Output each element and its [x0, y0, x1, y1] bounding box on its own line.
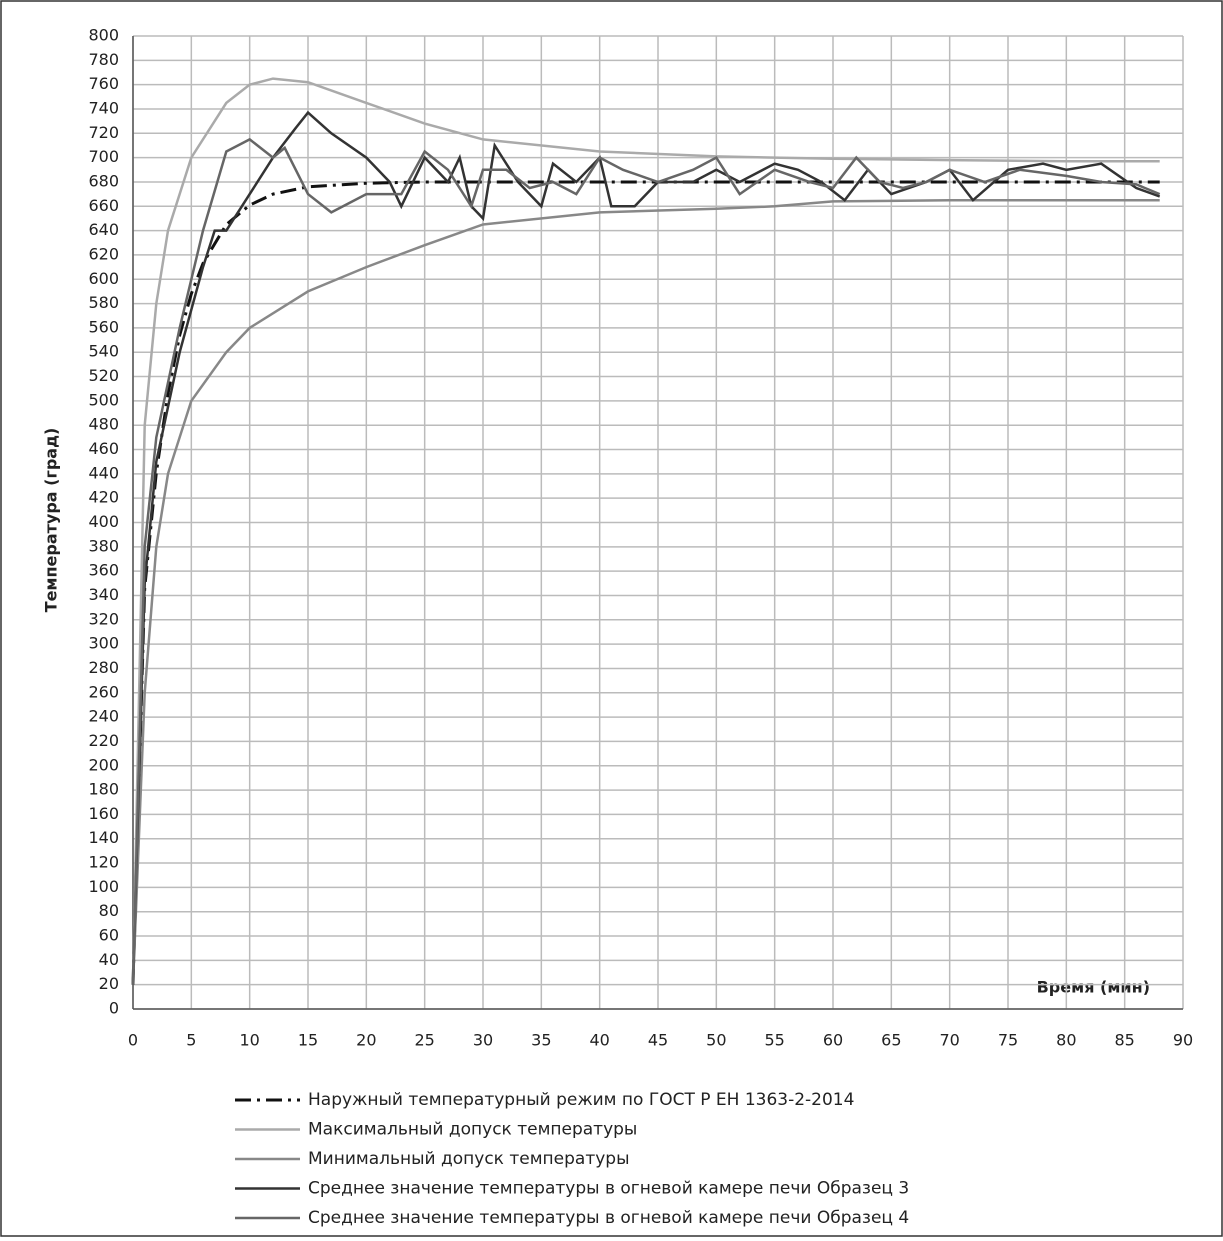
y-tick-label: 480 [88, 415, 119, 434]
series-line [131, 77, 1160, 985]
x-tick-label: 0 [128, 1031, 138, 1050]
legend-label: Минимальный допуск температуры [308, 1149, 630, 1169]
y-tick-label: 360 [88, 561, 119, 580]
x-tick-label: 60 [823, 1031, 843, 1050]
y-tick-label: 740 [88, 98, 119, 117]
series-line [131, 180, 1160, 985]
y-tick-label: 660 [88, 196, 119, 215]
y-tick-label: 140 [88, 828, 119, 847]
x-tick-label: 70 [939, 1031, 959, 1050]
y-tick-label: 440 [88, 463, 119, 482]
y-tick-label: 100 [88, 877, 119, 896]
y-tick-label: 680 [88, 171, 119, 190]
y-tick-label: 700 [88, 147, 119, 166]
x-tick-label: 15 [298, 1031, 318, 1050]
y-tick-label: 800 [88, 26, 119, 45]
x-tick-label: 30 [473, 1031, 493, 1050]
y-tick-label: 80 [99, 901, 119, 920]
x-tick-label: 45 [648, 1031, 668, 1050]
x-tick-label: 40 [589, 1031, 609, 1050]
x-tick-label: 10 [239, 1031, 259, 1050]
x-tick-label: 50 [706, 1031, 726, 1050]
y-tick-label: 60 [99, 926, 119, 945]
x-tick-label: 35 [531, 1031, 551, 1050]
legend-label: Среднее значение температуры в огневой к… [308, 1208, 909, 1228]
y-tick-label: 220 [88, 731, 119, 750]
y-tick-label: 180 [88, 780, 119, 799]
y-axis-title: Температура (град) [42, 428, 61, 613]
y-tick-label: 540 [88, 342, 119, 361]
legend-label: Максимальный допуск температуры [308, 1120, 637, 1140]
x-tick-label: 25 [414, 1031, 434, 1050]
x-tick-label: 90 [1173, 1031, 1193, 1050]
y-tick-label: 120 [88, 853, 119, 872]
x-tick-label: 65 [881, 1031, 901, 1050]
y-tick-label: 420 [88, 488, 119, 507]
series-line [131, 110, 1161, 985]
y-tick-label: 300 [88, 634, 119, 653]
y-tick-label: 280 [88, 658, 119, 677]
x-axis-title: Время (мин) [1037, 978, 1150, 997]
x-tick-label: 80 [1056, 1031, 1076, 1050]
y-tick-label: 20 [99, 974, 119, 993]
y-tick-label: 380 [88, 536, 119, 555]
legend-label: Среднее значение температуры в огневой к… [308, 1179, 909, 1199]
x-tick-label: 55 [764, 1031, 784, 1050]
y-tick-label: 640 [88, 220, 119, 239]
y-tick-label: 40 [99, 950, 119, 969]
x-tick-label: 75 [998, 1031, 1018, 1050]
y-tick-label: 260 [88, 682, 119, 701]
y-tick-label: 200 [88, 755, 119, 774]
y-tick-label: 460 [88, 439, 119, 458]
y-tick-label: 760 [88, 74, 119, 93]
series-line [131, 137, 1161, 985]
y-tick-label: 620 [88, 244, 119, 263]
series-line [131, 198, 1160, 985]
y-tick-label: 320 [88, 609, 119, 628]
y-tick-label: 780 [88, 50, 119, 69]
y-tick-label: 400 [88, 512, 119, 531]
x-tick-label: 20 [356, 1031, 376, 1050]
y-tick-label: 600 [88, 269, 119, 288]
y-tick-label: 560 [88, 317, 119, 336]
y-tick-label: 520 [88, 366, 119, 385]
x-tick-label: 5 [186, 1031, 196, 1050]
legend-label: Наружный температурный режим по ГОСТ Р Е… [308, 1090, 854, 1110]
y-tick-label: 340 [88, 585, 119, 604]
x-tick-label: 85 [1114, 1031, 1134, 1050]
y-tick-label: 160 [88, 804, 119, 823]
y-tick-label: 0 [109, 999, 119, 1018]
y-tick-label: 720 [88, 123, 119, 142]
y-tick-label: 240 [88, 707, 119, 726]
y-tick-label: 500 [88, 390, 119, 409]
y-tick-label: 580 [88, 293, 119, 312]
